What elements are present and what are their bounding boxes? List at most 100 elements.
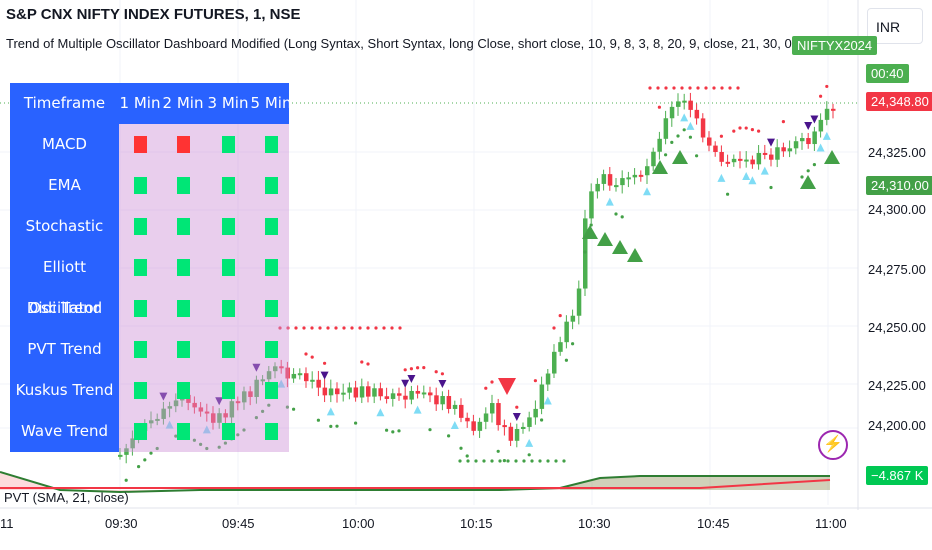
sar-dot [354, 421, 358, 425]
sar-dot [546, 459, 550, 463]
candle-body [521, 426, 526, 429]
sar-dot [490, 459, 494, 463]
dashboard-row-label: PVT Trend [27, 340, 102, 358]
sar-dot [688, 135, 693, 139]
dashboard-row-label: Elliott Oscillator [29, 258, 100, 317]
candle-body [539, 384, 545, 409]
sar-dot [285, 405, 289, 409]
candle-body [242, 391, 247, 403]
sar-dot [506, 459, 510, 463]
sar-dot [583, 250, 587, 254]
candle-body [558, 342, 563, 352]
sar-dot [680, 86, 684, 90]
candle-body [204, 411, 210, 414]
sar-dot [676, 134, 680, 138]
candle-body [372, 388, 377, 397]
signal-cell [222, 382, 235, 399]
buy-signal [680, 113, 689, 122]
pvt-value-tag: −4.867 K [866, 466, 929, 485]
indicator-title: Trend of Multiple Oscillator Dashboard M… [6, 36, 866, 51]
candle-body [626, 177, 631, 180]
candle-body [496, 403, 501, 426]
candle-body [762, 152, 768, 155]
time-tick: 09:45 [222, 516, 255, 531]
sar-dot [205, 446, 209, 451]
candle-body [738, 158, 743, 161]
candle-body [428, 392, 433, 396]
sell-signal [767, 138, 775, 147]
signal-cell [177, 341, 190, 358]
sar-dot [447, 434, 451, 438]
sar-dot [825, 84, 829, 89]
candle-body [676, 101, 681, 107]
candle-body [198, 407, 204, 412]
sar-dot [155, 446, 159, 451]
sar-dot [428, 428, 432, 432]
buy-signal [748, 176, 757, 185]
sar-dot [360, 360, 364, 364]
sar-dot [391, 430, 395, 434]
candle-body [793, 141, 799, 149]
candle-body [328, 388, 334, 396]
sar-dot [552, 326, 556, 330]
signal-cell [222, 341, 235, 358]
candle-body [514, 428, 520, 441]
sar-dot [736, 86, 740, 90]
sar-dot [474, 459, 478, 463]
candle-body [502, 425, 507, 428]
candle-body [322, 387, 328, 396]
sar-dot [335, 424, 339, 428]
candle-body [669, 106, 675, 119]
candle-body [149, 420, 154, 424]
sar-dot [466, 459, 470, 463]
buy-signal [202, 425, 211, 434]
sell-signal [512, 412, 521, 421]
candle-body [378, 388, 383, 397]
sar-dot [310, 326, 314, 330]
buy-signal [376, 408, 385, 417]
candle-body [694, 109, 700, 119]
candle-body [266, 371, 272, 380]
candle-body [446, 396, 452, 409]
candle-body [663, 118, 669, 139]
candle-body [192, 402, 197, 408]
candle-body [390, 393, 396, 399]
candle-body [545, 373, 551, 385]
sell-signal [407, 374, 416, 383]
entry-triangle [800, 175, 816, 189]
candle-body [657, 138, 662, 152]
time-tick: 10:30 [578, 516, 611, 531]
candle-body [235, 401, 241, 404]
sell-signal [252, 363, 261, 372]
sar-dot [316, 418, 320, 422]
sar-dot [334, 326, 338, 330]
dashboard-row-label: Stochastic [25, 217, 104, 235]
candle-body [471, 421, 476, 431]
candle-body [781, 147, 786, 152]
candle-body [632, 174, 638, 178]
sell-signal [438, 380, 447, 389]
sar-dot [149, 451, 153, 455]
candle-body [564, 321, 569, 343]
sar-dot [496, 449, 500, 453]
sar-dot [174, 434, 178, 438]
sar-dot [242, 428, 246, 432]
signal-cell [222, 259, 235, 276]
candle-body [700, 118, 706, 138]
buy-signal [165, 420, 174, 429]
entry-triangle [612, 240, 628, 254]
symbol-title: S&P CNX NIFTY INDEX FUTURES, 1, NSE [6, 6, 301, 23]
candle-body [223, 413, 228, 418]
price-tick: 24,275.00 [868, 262, 926, 277]
sar-dot [738, 126, 742, 130]
sar-dot [294, 326, 298, 330]
sar-dot [800, 175, 804, 179]
lightning-icon[interactable]: ⚡ [818, 430, 848, 460]
price-tick: 24,225.00 [868, 378, 926, 393]
sar-dot [704, 86, 708, 90]
signal-cell [177, 218, 190, 235]
sar-dot [744, 126, 748, 130]
signal-cell [222, 300, 235, 317]
entry-triangle [627, 248, 643, 262]
buy-signal [413, 405, 422, 414]
